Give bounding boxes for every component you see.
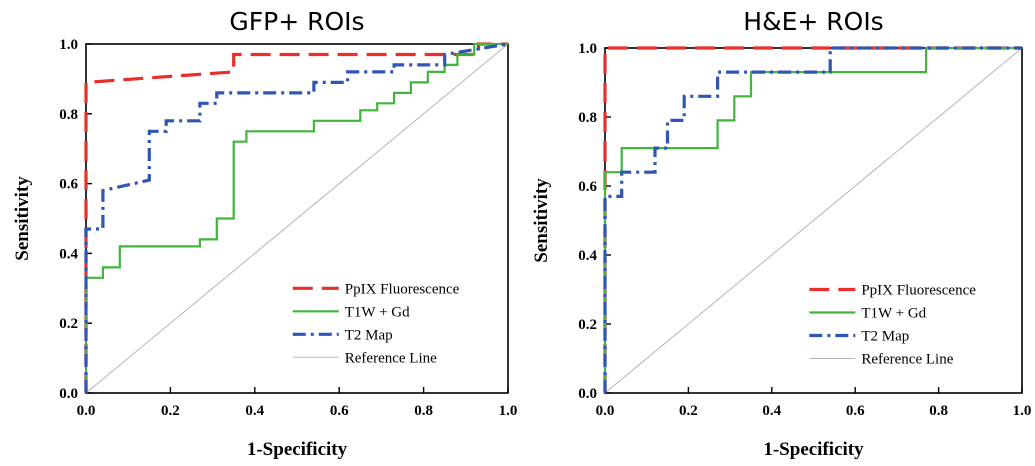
legend-label: T2 Map <box>345 327 393 343</box>
x-tick-label: 0.2 <box>679 403 698 419</box>
x-tick-label: 1.0 <box>499 403 518 419</box>
x-axis-label: 1-Specificity <box>247 439 348 460</box>
y-tick-label: 0.2 <box>59 316 78 332</box>
y-tick-label: 0.6 <box>578 179 597 195</box>
y-tick-label: 0.0 <box>59 386 78 402</box>
y-tick-label: 0.2 <box>578 317 597 333</box>
y-tick-label: 0.4 <box>578 248 597 264</box>
y-tick-label: 1.0 <box>578 41 597 57</box>
legend-label: PpIX Fluorescence <box>861 283 976 299</box>
x-tick-label: 0.4 <box>245 403 264 419</box>
y-tick-label: 0.8 <box>59 107 78 123</box>
x-tick-label: 0.2 <box>161 403 180 419</box>
legend-label: Reference Line <box>861 352 953 368</box>
panel-he: H&E+ ROIs 1-Specificity Sensitivity 0.0 0… <box>531 7 1031 460</box>
x-tick-label: 0.4 <box>762 403 781 419</box>
series-line-ppix-fluorescence <box>603 46 1022 393</box>
x-tick-label: 1.0 <box>1013 403 1032 419</box>
y-tick-label: 0.4 <box>59 246 78 262</box>
series-line-t2-map <box>84 42 509 393</box>
y-tick-label: 1.0 <box>59 37 78 53</box>
y-tick-label: 0.0 <box>578 386 597 402</box>
x-tick-label: 0.0 <box>77 403 96 419</box>
x-tick-label: 0.6 <box>330 403 349 419</box>
y-tick-label: 0.6 <box>59 177 78 193</box>
x-tick-label: 0.6 <box>846 403 865 419</box>
series-line-ppix-fluorescence <box>84 42 508 393</box>
series-line-reference-line <box>85 43 509 394</box>
x-tick-label: 0.8 <box>414 403 433 419</box>
legend-label: Reference Line <box>345 350 437 366</box>
chart-title: H&E+ ROIs <box>743 7 883 36</box>
y-axis-label: Sensitivity <box>531 178 552 263</box>
x-tick-label: 0.8 <box>929 403 948 419</box>
legend-label: T1W + Gd <box>861 306 926 322</box>
panel-gfp: GFP+ ROIs 1-Specificity Sensitivity 0.0 0… <box>12 7 517 460</box>
y-axis-label: Sensitivity <box>12 176 33 261</box>
y-tick-label: 0.8 <box>578 110 597 126</box>
legend-label: T1W + Gd <box>345 304 410 320</box>
x-tick-label: 0.0 <box>596 403 615 419</box>
legend-label: PpIX Fluorescence <box>345 281 460 297</box>
chart-title: GFP+ ROIs <box>229 7 364 36</box>
x-axis-label: 1-Specificity <box>763 439 864 460</box>
legend-label: T2 Map <box>861 329 909 345</box>
series-line-t1w-gd <box>84 42 508 393</box>
series-line-reference-line <box>604 47 1023 394</box>
